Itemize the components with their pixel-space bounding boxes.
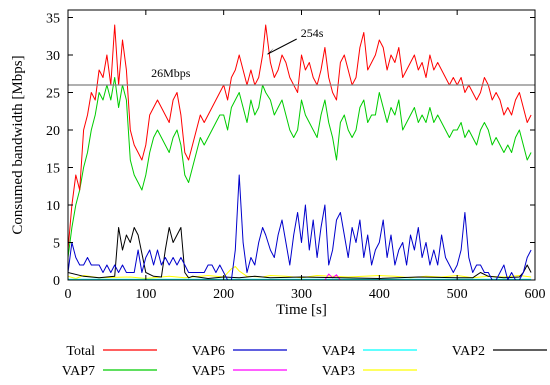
legend-label-vap5: VAP5 — [192, 364, 225, 379]
annotation-layer: 26Mbps 254s — [151, 26, 324, 80]
annotation-arrow-line — [267, 38, 297, 55]
y-tick-label: 20 — [46, 124, 60, 139]
x-tick-label: 600 — [525, 287, 546, 302]
x-tick-label: 400 — [369, 287, 390, 302]
annotation-arrowhead — [266, 48, 274, 55]
y-tick-label: 0 — [53, 274, 60, 289]
y-tick-label: 10 — [46, 199, 60, 214]
axis-ticks: 0 100 200 300 400 500 600 0 5 10 15 20 25 30 35 — [46, 10, 546, 302]
series-line-total — [67, 24, 532, 251]
series-line-vap6 — [67, 174, 532, 281]
legend-label-vap6: VAP6 — [192, 344, 225, 359]
x-tick-label: 100 — [135, 287, 156, 302]
x-tick-label: 500 — [447, 287, 468, 302]
legend-label-total: Total — [66, 344, 95, 359]
annotation-label: 254s — [301, 26, 324, 40]
legend: Total VAP6 VAP4 VAP2 VAP7 VAP5 VAP3 — [62, 344, 547, 379]
x-tick-label: 200 — [213, 287, 234, 302]
reference-line-label: 26Mbps — [151, 66, 191, 80]
legend-label-vap2: VAP2 — [452, 344, 485, 359]
legend-label-vap4: VAP4 — [322, 344, 355, 359]
series-line-vap7 — [67, 77, 532, 258]
x-tick-label: 300 — [291, 287, 312, 302]
legend-label-vap3: VAP3 — [322, 364, 355, 379]
legend-label-vap7: VAP7 — [62, 364, 95, 379]
y-tick-label: 5 — [53, 237, 60, 252]
x-tick-label: 0 — [65, 287, 72, 302]
y-tick-label: 35 — [46, 12, 60, 27]
series-line-vap2 — [67, 227, 532, 279]
series-layer — [67, 24, 532, 281]
x-axis-title: Time [s] — [276, 302, 327, 318]
y-tick-label: 25 — [46, 87, 60, 102]
y-tick-label: 15 — [46, 162, 60, 177]
series-line-vap3 — [67, 266, 532, 279]
y-axis-title: Consumed bandwidth [Mbps] — [10, 55, 26, 234]
y-tick-label: 30 — [46, 49, 60, 64]
